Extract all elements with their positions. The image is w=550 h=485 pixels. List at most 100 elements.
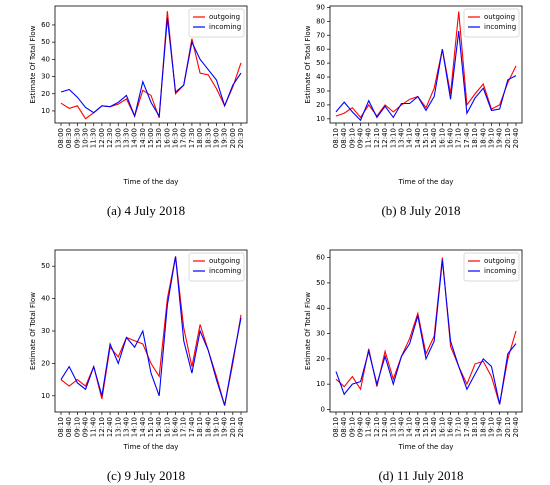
caption: (a) 4 July 2018 <box>107 203 185 218</box>
y-tick-label: 80 <box>316 17 325 25</box>
legend-label: incoming <box>484 23 516 31</box>
series-line <box>60 17 242 118</box>
legend-box <box>188 252 245 282</box>
legend-box <box>188 8 245 38</box>
legend-label: outgoing <box>209 257 240 265</box>
x-tick-label: 13:40 <box>122 417 130 437</box>
x-tick-label: 08:10 <box>332 128 340 148</box>
x-tick-label: 08:30 <box>65 128 73 148</box>
y-tick-label: 10 <box>316 115 325 123</box>
y-tick-label: 50 <box>316 59 325 67</box>
x-tick-label: 08:10 <box>332 417 340 437</box>
x-tick-label: 14:40 <box>414 128 422 148</box>
x-tick-label: 11:40 <box>90 417 98 437</box>
series-line <box>60 256 242 406</box>
y-tick-label: 30 <box>316 87 325 95</box>
x-tick-label: 17:30 <box>188 128 196 148</box>
x-tick-label: 17:40 <box>463 417 471 437</box>
x-tick-label: 10:30 <box>82 128 90 148</box>
y-tick-label: 10 <box>41 107 50 115</box>
x-tick-label: 14:10 <box>131 417 139 437</box>
x-tick-label: 09:10 <box>348 417 356 437</box>
y-tick-label: 60 <box>316 254 325 262</box>
x-tick-label: 20:40 <box>512 417 520 437</box>
x-axis-label: Time of the day <box>123 443 179 451</box>
x-tick-label: 19:40 <box>496 417 504 437</box>
x-tick-label: 18:40 <box>204 417 212 437</box>
x-tick-label: 08:40 <box>65 417 73 437</box>
x-tick-label: 18:40 <box>479 128 487 148</box>
x-tick-label: 13:00 <box>114 128 122 148</box>
y-tick-label: 40 <box>316 304 325 312</box>
x-tick-label: 09:10 <box>348 128 356 148</box>
x-tick-label: 15:10 <box>422 417 430 437</box>
x-tick-label: 11:40 <box>365 417 373 437</box>
x-tick-label: 16:10 <box>438 417 446 437</box>
legend-label: outgoing <box>484 257 515 265</box>
y-tick-label: 10 <box>41 392 50 400</box>
legend-box <box>463 252 520 282</box>
x-tick-label: 20:10 <box>504 417 512 437</box>
x-tick-label: 18:10 <box>471 417 479 437</box>
series-line <box>335 11 517 119</box>
y-tick-label: 40 <box>41 55 50 63</box>
x-tick-label: 12:10 <box>98 417 106 437</box>
x-tick-label: 18:10 <box>196 417 204 437</box>
y-tick-label: 20 <box>41 359 50 367</box>
y-tick-label: 30 <box>41 327 50 335</box>
x-tick-label: 20:40 <box>237 417 245 437</box>
x-tick-label: 08:00 <box>57 128 65 148</box>
x-tick-label: 15:30 <box>155 128 163 148</box>
x-tick-label: 12:00 <box>98 128 106 148</box>
x-tick-label: 20:30 <box>237 128 245 148</box>
caption: (c) 9 July 2018 <box>107 468 185 483</box>
y-axis-label: Estimate Of Total Flow <box>304 292 312 370</box>
y-tick-label: 70 <box>316 31 325 39</box>
x-tick-label: 16:10 <box>438 128 446 148</box>
y-tick-label: 60 <box>316 45 325 53</box>
x-tick-label: 11:40 <box>365 128 373 148</box>
x-tick-label: 13:10 <box>114 417 122 437</box>
x-tick-label: 15:40 <box>430 417 438 437</box>
x-tick-label: 19:40 <box>221 417 229 437</box>
x-tick-label: 17:40 <box>463 128 471 148</box>
x-tick-label: 12:40 <box>381 128 389 148</box>
x-tick-label: 09:40 <box>82 417 90 437</box>
x-tick-label: 13:10 <box>389 417 397 437</box>
y-tick-label: 20 <box>41 90 50 98</box>
x-tick-label: 17:10 <box>455 128 463 148</box>
x-tick-label: 09:40 <box>357 128 365 148</box>
y-axis-label: Estimate Of Total Flow <box>29 292 37 370</box>
x-tick-label: 14:10 <box>406 128 414 148</box>
x-tick-label: 12:10 <box>373 417 381 437</box>
x-tick-label: 14:40 <box>414 417 422 437</box>
x-tick-label: 12:30 <box>106 128 114 148</box>
legend-label: incoming <box>484 267 516 275</box>
x-tick-label: 19:30 <box>221 128 229 148</box>
x-tick-label: 14:00 <box>131 128 139 148</box>
x-tick-label: 12:10 <box>373 128 381 148</box>
x-tick-label: 19:40 <box>496 128 504 148</box>
x-tick-label: 09:40 <box>357 417 365 437</box>
x-tick-label: 16:10 <box>163 417 171 437</box>
caption: (d) 11 July 2018 <box>378 468 463 483</box>
x-tick-label: 20:10 <box>229 417 237 437</box>
x-tick-label: 19:10 <box>212 417 220 437</box>
x-tick-label: 20:40 <box>512 128 520 148</box>
x-tick-label: 13:40 <box>397 128 405 148</box>
x-tick-label: 13:10 <box>389 128 397 148</box>
x-tick-label: 16:40 <box>172 417 180 437</box>
y-tick-label: 30 <box>41 73 50 81</box>
y-tick-label: 90 <box>316 3 325 11</box>
y-axis-label: Estimate Of Total Flow <box>304 25 312 103</box>
x-tick-label: 18:00 <box>196 128 204 148</box>
x-tick-label: 13:40 <box>397 417 405 437</box>
x-tick-label: 17:40 <box>188 417 196 437</box>
y-axis-label: Estimate Of Total Flow <box>29 25 37 103</box>
x-tick-label: 08:40 <box>340 417 348 437</box>
y-tick-label: 30 <box>316 330 325 338</box>
x-tick-label: 14:30 <box>139 128 147 148</box>
x-tick-label: 17:00 <box>180 128 188 148</box>
y-tick-label: 50 <box>41 38 50 46</box>
x-tick-label: 09:30 <box>73 128 81 148</box>
